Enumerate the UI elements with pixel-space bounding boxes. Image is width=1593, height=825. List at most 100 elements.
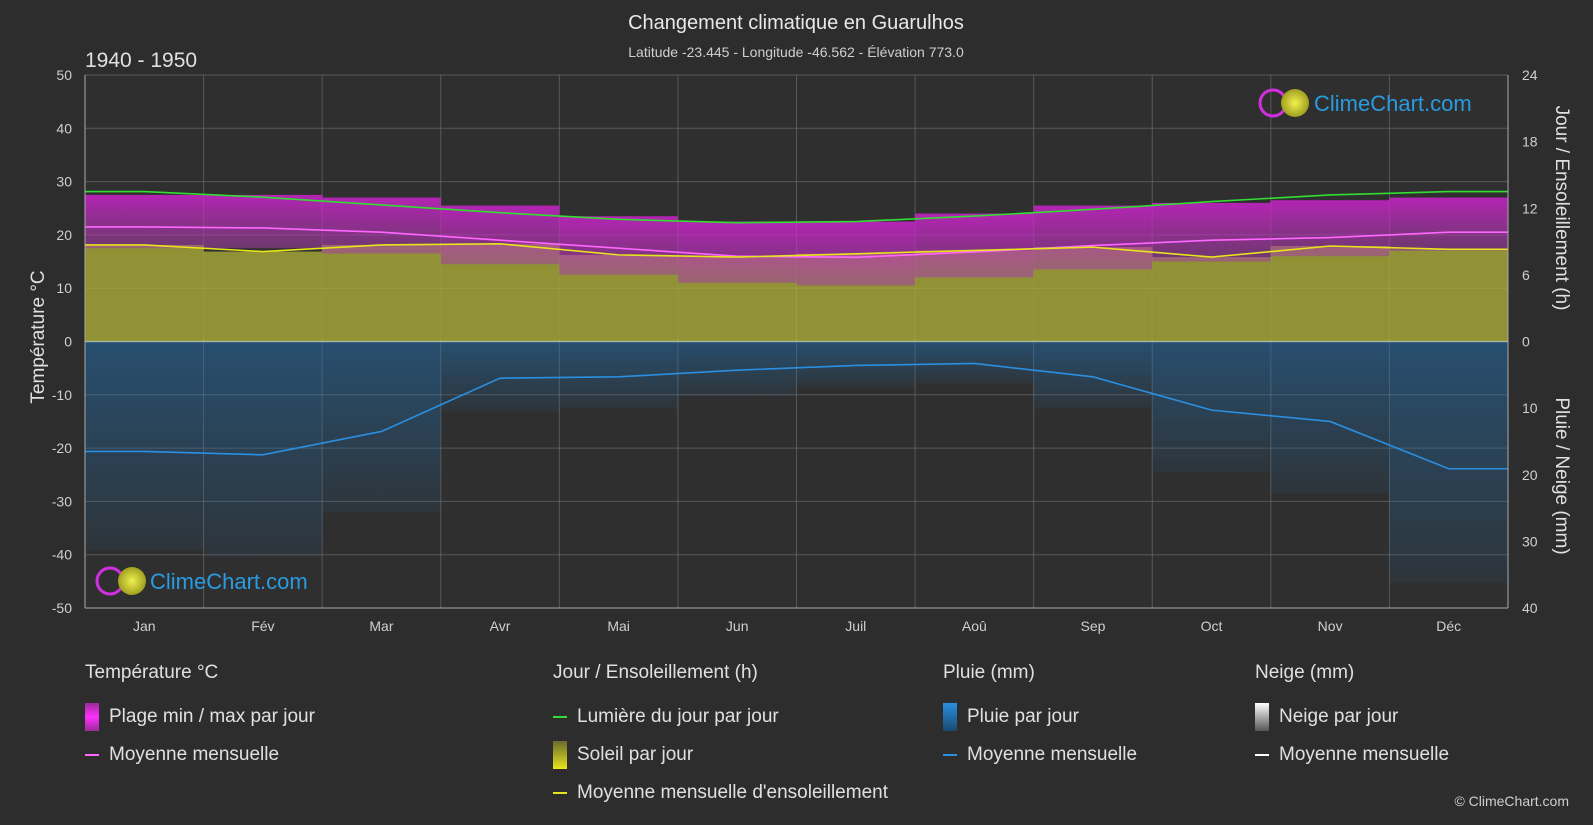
rain-band xyxy=(440,341,560,412)
legend-item: Neige par jour xyxy=(1255,698,1449,736)
rain-band xyxy=(1033,341,1153,409)
temp-mean-swatch xyxy=(85,754,99,756)
period-label: 1940 - 1950 xyxy=(85,49,197,72)
left-tick-label: 30 xyxy=(56,174,72,190)
legend-label: Soleil par jour xyxy=(577,744,694,765)
rain-band xyxy=(322,341,441,513)
daylight-line xyxy=(85,190,1508,224)
legend-item: Moyenne mensuelle xyxy=(1255,736,1449,774)
legend-item: Plage min / max par jour xyxy=(85,698,315,736)
legend-label: Moyenne mensuelle xyxy=(109,744,280,765)
left-tick-label: 0 xyxy=(64,334,72,350)
chart-subtitle: Latitude -23.445 - Longitude -46.562 - É… xyxy=(628,44,964,60)
temp-range-swatch xyxy=(85,703,99,731)
logo-sun-icon xyxy=(1281,89,1309,117)
x-tick-label: Aoû xyxy=(962,618,987,634)
rain-band xyxy=(203,341,323,557)
legend-label: Moyenne mensuelle d'ensoleillement xyxy=(577,782,888,803)
legend-label: Lumière du jour par jour xyxy=(577,706,779,727)
x-tick-label: Oct xyxy=(1201,618,1223,634)
legend-label: Moyenne mensuelle xyxy=(1279,744,1450,765)
sunshine-swatch xyxy=(553,741,567,769)
legend-item: Pluie par jour xyxy=(943,698,1137,736)
right-bottom-tick-label: 30 xyxy=(1522,533,1538,549)
rain-band xyxy=(1389,341,1508,584)
legend-rain: Pluie (mm) Pluie par jour Moyenne mensue… xyxy=(943,662,1137,774)
temp-range-band xyxy=(1389,197,1508,251)
series-lines xyxy=(85,190,1508,470)
rain-swatch xyxy=(943,703,957,731)
legend-item: Moyenne mensuelle xyxy=(85,736,315,774)
legend-sun: Jour / Ensoleillement (h) Lumière du jou… xyxy=(553,662,888,812)
legend-temperature: Température °C Plage min / max par jour … xyxy=(85,662,315,774)
legend-label: Pluie par jour xyxy=(967,706,1079,727)
sunshine-band xyxy=(1389,249,1508,342)
left-tick-label: -50 xyxy=(52,600,72,616)
left-tick-label: -10 xyxy=(52,387,72,403)
brand-text-bottom: ClimeChart.com xyxy=(150,569,308,594)
copyright: © ClimeChart.com xyxy=(1454,793,1569,809)
temp-mean-line xyxy=(85,226,1508,259)
legend-item: Moyenne mensuelle xyxy=(943,736,1137,774)
rain-band xyxy=(1152,341,1271,472)
snow-swatch xyxy=(1255,703,1269,731)
right-top-tick-label: 0 xyxy=(1522,334,1530,350)
sunshine-mean-line xyxy=(85,242,1508,258)
legend-temperature-title: Température °C xyxy=(85,662,219,683)
right-top-tick-label: 18 xyxy=(1522,134,1538,150)
rain-mean-swatch xyxy=(943,754,957,756)
right-bottom-tick-label: 40 xyxy=(1522,600,1538,616)
x-tick-label: Juil xyxy=(845,618,866,634)
right-top-tick-label: 24 xyxy=(1522,67,1538,83)
right-top-tick-label: 6 xyxy=(1522,267,1530,283)
legend-label: Moyenne mensuelle xyxy=(967,744,1138,765)
temp-range-band xyxy=(915,213,1034,278)
brand-logo-bottom[interactable]: ClimeChart.com xyxy=(95,566,308,596)
legend-label: Plage min / max par jour xyxy=(109,706,315,727)
rain-band xyxy=(85,341,204,551)
legend-rain-title: Pluie (mm) xyxy=(943,662,1035,683)
temp-range-band xyxy=(1033,205,1153,270)
x-tick-label: Jun xyxy=(726,618,749,634)
snow-mean-swatch xyxy=(1255,754,1269,756)
x-tick-label: Sep xyxy=(1080,618,1105,634)
right-bottom-tick-label: 10 xyxy=(1522,400,1538,416)
x-tick-label: Fév xyxy=(251,618,274,634)
sunshine-mean-swatch xyxy=(553,792,567,794)
x-tick-label: Avr xyxy=(490,618,511,634)
right-bottom-tick-label: 20 xyxy=(1522,467,1538,483)
brand-logo-top[interactable]: ClimeChart.com xyxy=(1258,88,1472,118)
left-tick-label: -20 xyxy=(52,440,72,456)
temp-range-band xyxy=(1152,202,1271,262)
left-tick-label: -30 xyxy=(52,493,72,509)
rain-band xyxy=(915,341,1034,384)
legend-snow-title: Neige (mm) xyxy=(1255,662,1355,683)
temp-range-band xyxy=(203,194,323,249)
temp-range-band xyxy=(85,194,204,249)
x-tick-label: Déc xyxy=(1436,618,1461,634)
data-bands xyxy=(85,194,1508,584)
axes: 50 40 30 20 10 0 -10 -20 -30 -40 -50 24 18 12 6 0 10 20 30… xyxy=(52,67,1538,634)
right-axis-label-top: Jour / Ensoleillement (h) xyxy=(1551,106,1572,311)
sunshine-band xyxy=(1270,246,1390,342)
brand-text-top: ClimeChart.com xyxy=(1314,91,1472,116)
left-tick-label: 50 xyxy=(56,67,72,83)
legend-label: Neige par jour xyxy=(1279,706,1399,727)
legend-snow: Neige (mm) Neige par jour Moyenne mensue… xyxy=(1255,662,1449,774)
left-tick-label: -40 xyxy=(52,547,72,563)
x-tick-label: Jan xyxy=(133,618,156,634)
x-tick-label: Nov xyxy=(1318,618,1343,634)
legend-item: Soleil par jour xyxy=(553,736,888,774)
right-axis-label-bottom: Pluie / Neige (mm) xyxy=(1551,397,1572,554)
logo-sun-icon xyxy=(118,567,146,595)
legend-item: Moyenne mensuelle d'ensoleillement xyxy=(553,774,888,812)
x-tick-label: Mai xyxy=(607,618,630,634)
left-tick-label: 40 xyxy=(56,120,72,136)
sunshine-band xyxy=(85,244,204,342)
sunshine-band xyxy=(203,251,323,342)
right-top-tick-label: 12 xyxy=(1522,200,1538,216)
x-tick-label: Mar xyxy=(369,618,393,634)
legend-sun-title: Jour / Ensoleillement (h) xyxy=(553,662,758,683)
temp-range-band xyxy=(677,221,797,283)
